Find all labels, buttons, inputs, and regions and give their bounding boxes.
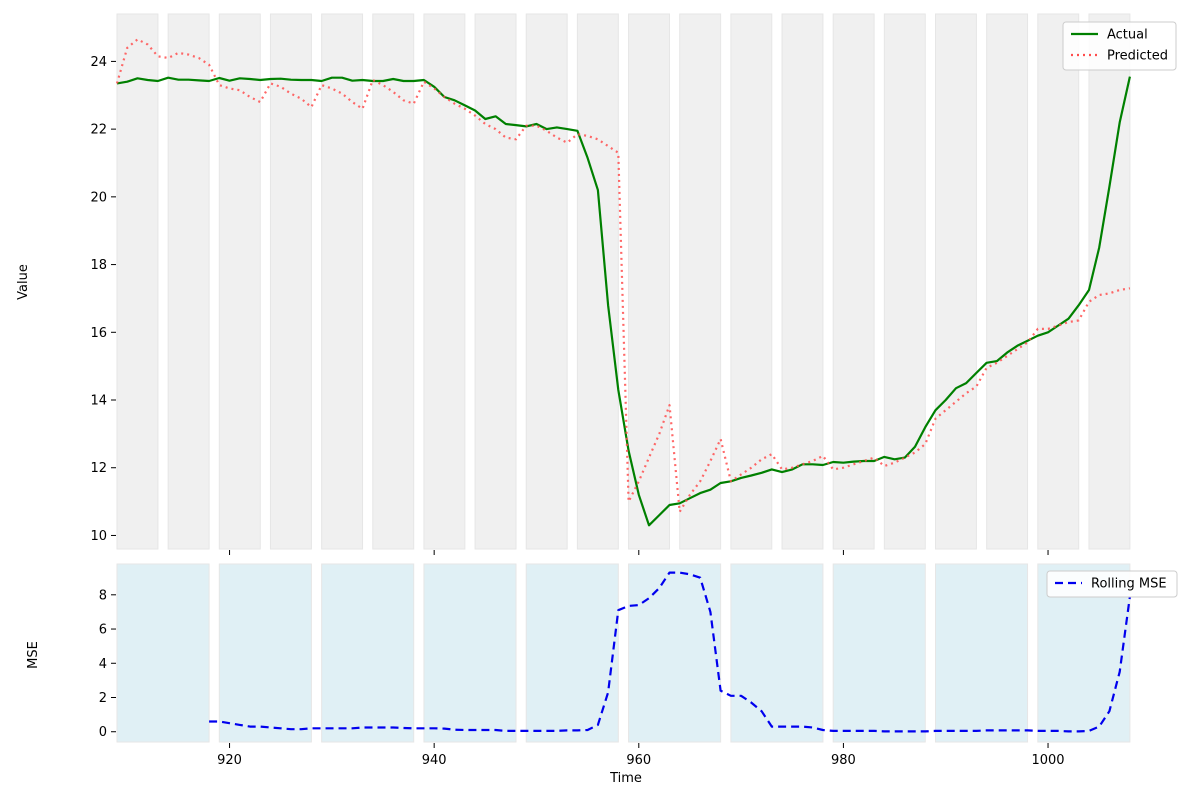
x-axis-label: Time: [609, 771, 642, 786]
shaded-band: [423, 563, 517, 743]
y-tick-label: 6: [99, 623, 107, 638]
top-panel-value-chart: 10 12 14 16 18 20 22 24 Value Actual Predicted: [16, 13, 1177, 555]
shaded-band: [525, 13, 568, 550]
x-tick-label: 960: [626, 753, 651, 768]
shaded-band: [474, 13, 517, 550]
bottom-panel-mse-chart: 0 2 4 6 8 920 940 960 980 1000 MSE Time Rolling MSE: [26, 563, 1178, 786]
shaded-band: [628, 13, 670, 550]
y-tick-label: 12: [90, 461, 107, 476]
y-tick-label: 0: [99, 725, 107, 740]
x-tick-label: 980: [831, 753, 856, 768]
shaded-band: [679, 13, 722, 550]
y-tick-label: 22: [90, 123, 107, 138]
y-tick-label: 2: [99, 691, 107, 706]
shaded-band: [218, 563, 312, 743]
legend-label: Rolling MSE: [1091, 577, 1167, 592]
legend-label: Predicted: [1107, 49, 1168, 64]
y-tick-label: 16: [90, 326, 107, 341]
shaded-band: [730, 563, 824, 743]
shaded-band: [423, 13, 466, 550]
shaded-band: [321, 563, 415, 743]
y-tick-label: 14: [90, 394, 107, 409]
shaded-band: [116, 563, 210, 743]
shaded-band: [832, 563, 926, 743]
x-tick-label: 940: [422, 753, 447, 768]
shaded-band: [832, 13, 875, 550]
y-axis-label: Value: [16, 264, 31, 300]
shaded-band: [1088, 13, 1131, 550]
y-axis-label: MSE: [26, 641, 41, 669]
legend-label: Actual: [1107, 28, 1148, 43]
series-line-rolling-mse: [209, 571, 1131, 733]
shaded-band: [167, 13, 210, 550]
y-tick-label: 20: [90, 190, 107, 205]
shaded-band: [986, 13, 1029, 550]
y-tick-label: 8: [99, 588, 107, 603]
y-tick-label: 10: [90, 529, 107, 544]
shaded-band: [321, 13, 364, 550]
shaded-band: [934, 13, 977, 550]
y-tick-label: 4: [99, 657, 107, 672]
y-tick-label: 18: [90, 258, 107, 273]
shaded-band: [781, 13, 824, 550]
shaded-band: [730, 13, 773, 550]
x-tick-label: 1000: [1031, 753, 1064, 768]
shaded-band: [525, 563, 619, 743]
shaded-band: [1037, 13, 1080, 550]
shaded-band: [576, 13, 619, 550]
shaded-band: [269, 13, 312, 550]
shaded-band: [628, 563, 722, 743]
shaded-band: [116, 13, 159, 550]
shaded-band: [883, 13, 926, 550]
shaded-band: [218, 13, 261, 550]
y-tick-label: 24: [90, 55, 107, 70]
series-line-actual: [116, 76, 1131, 527]
legend-box: [1046, 570, 1178, 598]
series-line-predicted: [115, 38, 1131, 513]
x-tick-label: 920: [217, 753, 242, 768]
shaded-band: [372, 13, 415, 550]
shaded-band: [934, 563, 1029, 743]
